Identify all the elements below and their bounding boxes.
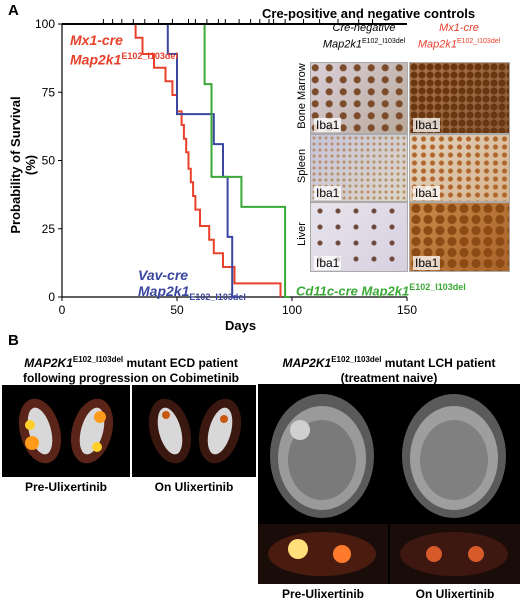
ihc-col1-gene: Map2k1 xyxy=(322,38,362,51)
y-tick-label: 50 xyxy=(42,154,56,168)
ecd-title-line2: following progression on Cobimetinib xyxy=(23,371,239,385)
panel-b-letter: B xyxy=(8,332,19,349)
lch-title-gene: MAP2K1 xyxy=(282,356,332,370)
ihc-stain-label: Iba1 xyxy=(314,118,342,132)
lch-title-rest: mutant LCH patient xyxy=(381,356,496,370)
chart-tick-labels: 0 25 50 75 100 0 50 100 150 xyxy=(35,17,417,317)
ecd-pre-caption: Pre-Ulixertinib xyxy=(24,480,108,494)
cd11c-label-sup: E102_I103del xyxy=(409,282,466,292)
ecd-title-gene: MAP2K1 xyxy=(24,356,73,370)
lch-image-panel xyxy=(258,384,520,584)
vav-label: Vav-cre Map2k1E102_I103del xyxy=(138,267,246,305)
survival-chart: 0 25 50 75 100 0 50 100 150 xyxy=(35,17,417,317)
ihc-stain-label: Iba1 xyxy=(413,256,441,270)
ihc-stain-label: Iba1 xyxy=(314,186,342,200)
ihc-stain-label: Iba1 xyxy=(314,256,342,270)
controls-label: Cre-positive and negative controls xyxy=(262,6,476,21)
mx1-label: Mx1-cre Map2k1E102_I103del xyxy=(70,32,178,68)
mx1-label-line1: Mx1-cre xyxy=(70,32,123,48)
ihc-stain-label: Iba1 xyxy=(413,186,441,200)
ihc-row-label-bone-marrow: Bone Marrow xyxy=(296,63,308,129)
y-tick-label: 100 xyxy=(35,17,55,31)
lch-title: MAP2K1E102_I103del mutant LCH patient (t… xyxy=(258,352,520,386)
ihc-col2-sup: E102_I103del xyxy=(456,38,501,45)
y-tick-label: 0 xyxy=(48,290,55,304)
chart-censor-marks xyxy=(102,19,373,25)
ihc-col1-line1: Cre-negative xyxy=(332,22,396,34)
vav-label-line1: Vav-cre xyxy=(138,267,189,283)
y-tick-label: 75 xyxy=(42,85,56,99)
panel-a-letter: A xyxy=(8,2,19,19)
lch-pre-caption: Pre-Ulixertinib xyxy=(281,587,365,601)
ecd-pet-pre-image xyxy=(18,398,114,464)
ihc-col2-line1: Mx1-cre xyxy=(439,22,479,34)
ihc-col2-header: Mx1-cre Map2k1E102_I103del xyxy=(410,22,508,52)
ecd-pet-pre xyxy=(2,385,130,477)
lch-on-caption: On Ulixertinib xyxy=(415,587,495,601)
ecd-title-sup: E102_I103del xyxy=(72,355,124,364)
survival-curve-0 xyxy=(62,23,282,297)
ihc-liver-cre-negative: Iba1 xyxy=(310,202,408,272)
ihc-col1-sup: E102_I103del xyxy=(361,38,406,45)
ihc-spleen-cre-negative: Iba1 xyxy=(310,134,408,202)
cd11c-label-main: Cd11c-cre Map2k1 xyxy=(296,283,410,299)
vav-label-sub: E102_I103del xyxy=(189,291,246,302)
ecd-pet-on-image xyxy=(148,398,242,464)
ecd-on-caption: On Ulixertinib xyxy=(154,480,234,494)
ihc-bone-marrow-mx1-cre: Iba1 xyxy=(409,62,510,134)
y-tick-label: 25 xyxy=(42,222,56,236)
ihc-col2-gene: Map2k1 xyxy=(417,38,457,51)
lch-title-line2: (treatment naive) xyxy=(340,371,438,385)
mx1-label-gene: Map2k1 xyxy=(70,51,122,68)
ihc-col1-header: Cre-negative Map2k1E102_I103del xyxy=(316,22,412,52)
ihc-row-label-liver: Liver xyxy=(296,222,308,246)
ecd-title: MAP2K1E102_I103del mutant ECD patient fo… xyxy=(0,352,262,386)
cd11c-label: Cd11c-cre Map2k1E102_I103del xyxy=(296,282,466,298)
ecd-pet-on xyxy=(132,385,256,477)
lch-images xyxy=(258,394,520,584)
x-tick-label: 150 xyxy=(397,303,417,317)
survival-curve-2 xyxy=(62,23,290,298)
mx1-label-sup: E102_I103del xyxy=(121,51,178,61)
lch-title-sup: E102_I103del xyxy=(331,355,382,364)
ecd-title-rest: mutant ECD patient xyxy=(123,356,238,370)
chart-curves xyxy=(62,23,407,298)
survival-curve-1 xyxy=(62,23,237,298)
x-axis-title: Days xyxy=(225,318,257,333)
y-axis-title: Probability of Survival (%) xyxy=(8,96,38,234)
ihc-bone-marrow-cre-negative: Iba1 xyxy=(310,62,408,134)
x-tick-label: 100 xyxy=(282,303,302,317)
x-tick-label: 50 xyxy=(170,303,184,317)
x-tick-label: 0 xyxy=(59,303,66,317)
vav-label-gene: Map2k1 xyxy=(138,283,190,299)
ihc-stain-label: Iba1 xyxy=(413,118,441,132)
ihc-spleen-mx1-cre: Iba1 xyxy=(409,134,510,202)
ihc-liver-mx1-cre: Iba1 xyxy=(409,202,510,272)
